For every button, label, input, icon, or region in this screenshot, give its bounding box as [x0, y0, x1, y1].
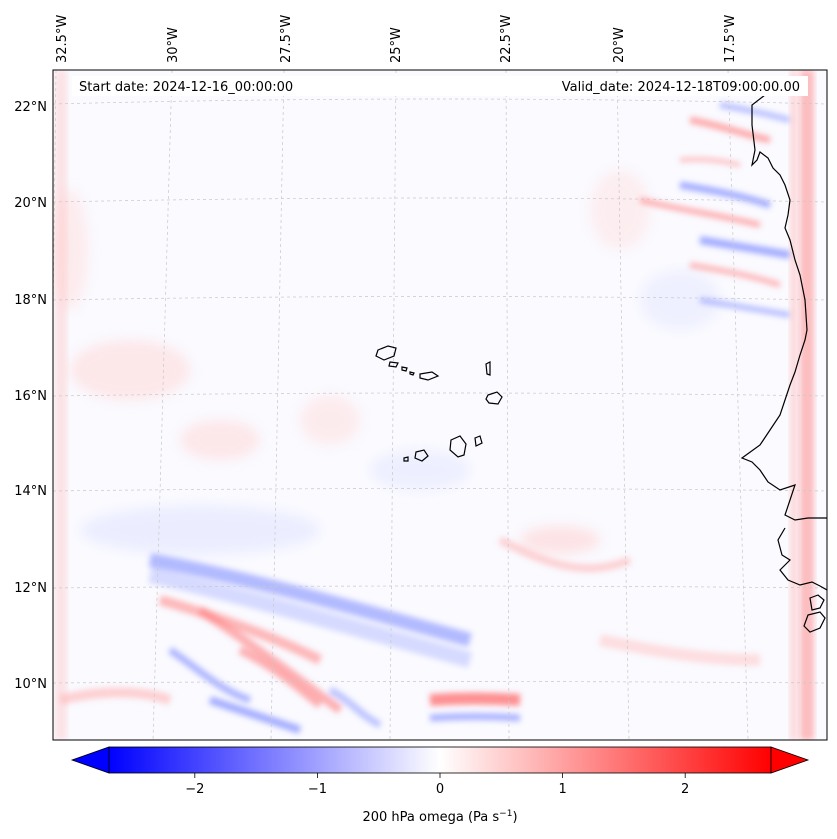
lon-label: 22.5°W	[499, 15, 514, 63]
colorbar-tick-label: 1	[558, 782, 566, 797]
graticule	[53, 70, 827, 740]
map-background	[53, 70, 827, 740]
header-strip	[72, 76, 808, 96]
lon-label: 25°W	[389, 27, 404, 63]
colorbar: −2 −1 0 1 2 200 hPa omega (Pa s−1)	[70, 746, 810, 825]
latitude-labels: 22°N 20°N 18°N 16°N 14°N 12°N 10°N	[14, 100, 47, 692]
lat-label: 22°N	[14, 100, 47, 115]
colorbar-max-extend	[770, 746, 810, 774]
colorbar-tick-label: −2	[185, 782, 204, 797]
lat-label: 16°N	[14, 389, 47, 404]
lat-label: 18°N	[14, 293, 47, 308]
colorbar-tick-label: 0	[436, 782, 444, 797]
lon-label: 30°W	[166, 27, 181, 63]
lon-label: 17.5°W	[723, 15, 738, 63]
valid-date-label: Valid_date: 2024-12-18T09:00:00.00	[562, 80, 800, 95]
start-date-label: Start date: 2024-12-16_00:00:00	[79, 80, 293, 95]
lat-label: 12°N	[14, 581, 47, 596]
cape-verde-islands	[375, 345, 503, 462]
colorbar-tick-label: −1	[308, 782, 327, 797]
map-frame	[52, 69, 828, 741]
map-panel	[53, 70, 827, 740]
omega-field	[53, 70, 814, 740]
lon-label: 32.5°W	[55, 15, 70, 63]
colorbar-bar	[108, 746, 772, 774]
lat-label: 20°N	[14, 196, 47, 211]
longitude-labels: 32.5°W 30°W 27.5°W 25°W 22.5°W 20°W 17.5…	[55, 15, 738, 63]
lon-label: 20°W	[612, 27, 627, 63]
coastline	[740, 79, 827, 633]
colorbar-tick-label: 2	[681, 782, 689, 797]
lon-label: 27.5°W	[279, 15, 294, 63]
lat-label: 10°N	[14, 677, 47, 692]
colorbar-ticks: −2 −1 0 1 2	[185, 773, 689, 797]
colorbar-label: 200 hPa omega (Pa s−1)	[362, 809, 517, 825]
lat-label: 14°N	[14, 484, 47, 499]
colorbar-min-extend	[70, 746, 110, 774]
